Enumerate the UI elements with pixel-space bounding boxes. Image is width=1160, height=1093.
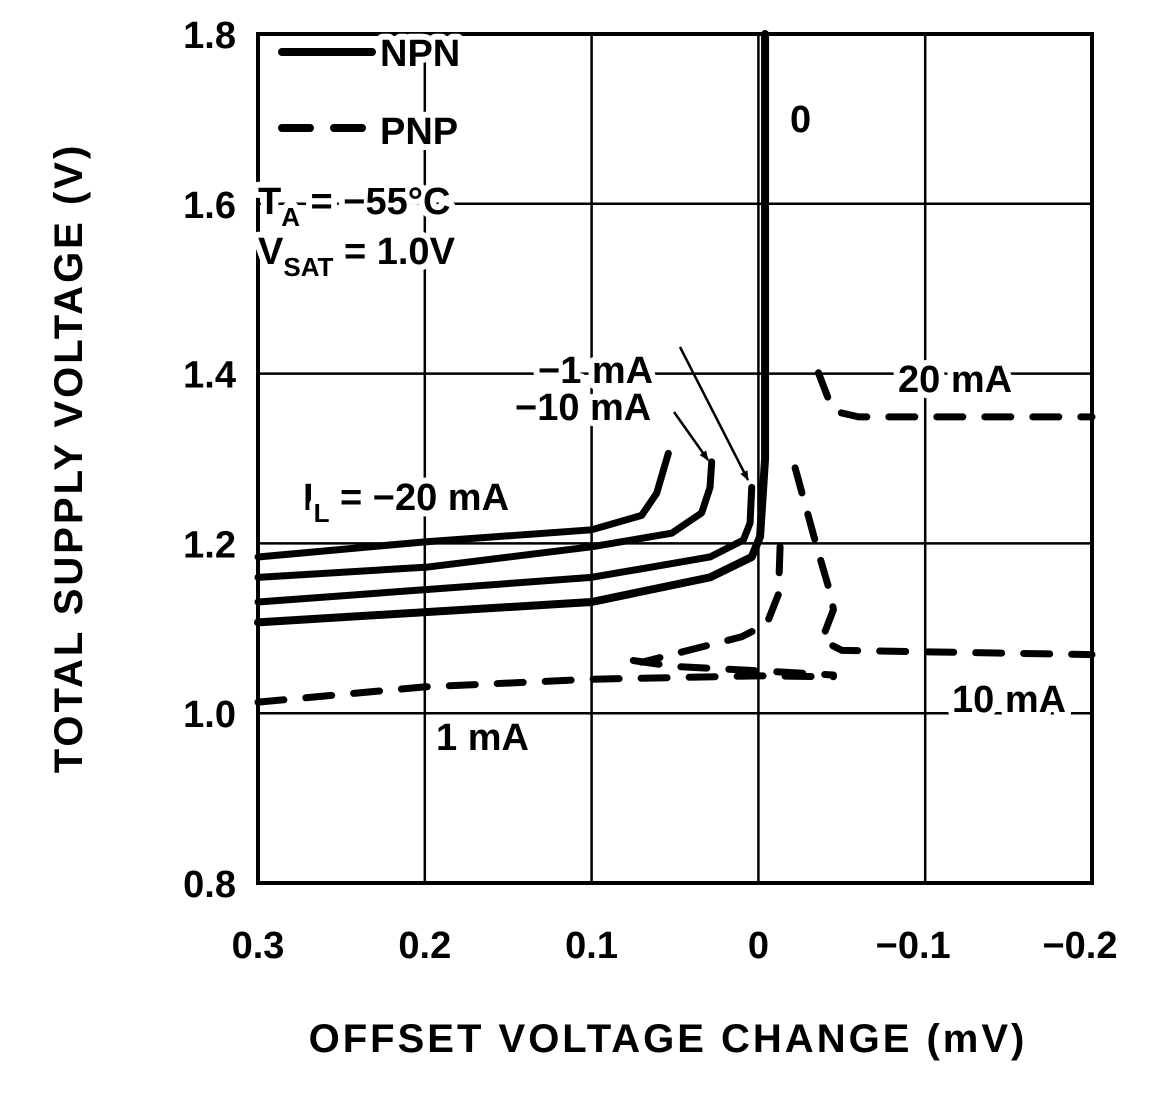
- npn-curve--10-ma: [254, 458, 716, 581]
- y-tick-label: 1.6: [183, 185, 236, 227]
- legend: NPN PNP: [278, 27, 466, 159]
- x-tick-label: 0.1: [565, 925, 618, 967]
- legend-label-npn: NPN: [380, 33, 460, 75]
- x-axis-title: OFFSET VOLTAGE CHANGE (mV): [309, 1017, 1028, 1061]
- label-npn-minus-1ma: −1 mA: [538, 350, 653, 392]
- label-pnp-20ma: 20 mA: [898, 359, 1012, 401]
- ta-sub: A: [281, 202, 300, 232]
- label-npn-0: 0: [790, 99, 811, 141]
- npn-curve-i-l-20-ma: [254, 449, 672, 561]
- pnp-curve-1-ma: [254, 672, 837, 706]
- ta-rest: = −55°C: [300, 181, 450, 223]
- condition-vsat: VSAT = 1.0V: [258, 231, 456, 282]
- x-tick-labels: 0.3 0.2 0.1 0 −0.1 −0.2: [232, 925, 1118, 967]
- il-rest: = −20 mA: [329, 477, 509, 519]
- il-main: I: [303, 477, 314, 519]
- series-layer: [254, 30, 1096, 706]
- x-tick-label: −0.2: [1042, 925, 1117, 967]
- vsat-rest: = 1.0V: [333, 231, 455, 273]
- label-pnp-10ma: 10 mA: [952, 679, 1066, 721]
- vsat-main: V: [258, 231, 284, 273]
- arrow-minus-10ma: [672, 411, 710, 461]
- y-axis-title: TOTAL SUPPLY VOLTAGE (V): [47, 143, 91, 774]
- y-tick-label: 1.2: [183, 524, 236, 566]
- x-tick-label: 0.2: [398, 925, 451, 967]
- label-npn-minus-10ma: −10 mA: [515, 387, 651, 429]
- pnp-curve: [638, 543, 784, 666]
- il-sub: L: [314, 498, 330, 528]
- arrow-minus-1ma: [678, 346, 750, 481]
- label-pnp-1ma: 1 mA: [436, 717, 529, 759]
- y-tick-label: 1.8: [183, 15, 236, 57]
- condition-ta: TA = −55°C: [258, 181, 450, 232]
- y-tick-label: 1.0: [183, 694, 236, 736]
- npn-curve-0: [254, 30, 770, 627]
- ta-main: T: [258, 181, 281, 223]
- plot-frame: [256, 32, 1094, 885]
- vsat-sub: SAT: [283, 252, 333, 282]
- pnp-curve-20-ma: [814, 369, 1096, 421]
- label-il-minus-20ma: IL = −20 mA: [303, 477, 509, 528]
- y-tick-labels: 0.8 1.0 1.2 1.4 1.6 1.8: [183, 15, 236, 906]
- legend-label-pnp: PNP: [380, 111, 458, 153]
- pnp-curve: [629, 657, 837, 679]
- x-tick-label: −0.1: [876, 925, 951, 967]
- y-tick-label: 0.8: [183, 864, 236, 906]
- npn-curve--1-ma: [254, 483, 756, 606]
- y-tick-label: 1.4: [183, 355, 236, 397]
- x-tick-label: 0.3: [232, 925, 285, 967]
- x-tick-label: 0: [748, 925, 769, 967]
- gridlines: [258, 34, 1092, 883]
- pnp-curve-10-ma: [791, 464, 1096, 659]
